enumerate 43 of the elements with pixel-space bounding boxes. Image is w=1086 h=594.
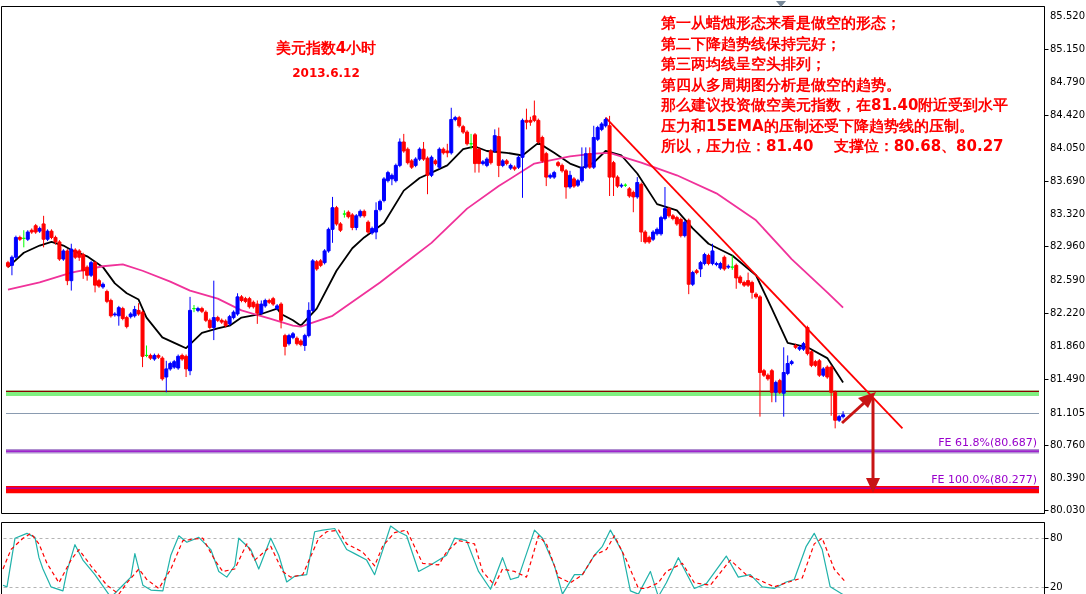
annotation: 那么建议投资做空美元指数，在81.40附近受到水平: [660, 96, 1009, 114]
y-tick-label: 80.030: [1050, 504, 1085, 516]
y-tick-label: 82.220: [1050, 307, 1085, 319]
candlestick: [100, 281, 105, 290]
y-tick-label: 80: [1050, 532, 1063, 544]
candlestick: [841, 410, 846, 419]
candlestick: [492, 128, 497, 154]
y-tick-label: 83.690: [1050, 174, 1085, 186]
annotation: 所以，压力位：81.40 支撑位：80.68、80.27: [660, 137, 1004, 155]
candlestick: [564, 168, 569, 200]
candlestick: [160, 355, 165, 382]
y-tick-label: 81.860: [1050, 339, 1085, 351]
y-tick-label: 82.960: [1050, 240, 1085, 252]
y-tick-label: 81.490: [1050, 372, 1085, 384]
y-tick-label: 81.105: [1050, 407, 1085, 419]
y-tick-label: 84.420: [1050, 108, 1085, 120]
y-tick-label: 80.390: [1050, 471, 1085, 483]
ref-line-label: FE 61.8%(80.687): [938, 436, 1037, 450]
candlestick: [635, 176, 640, 200]
ref-line-label: FE 100.0%(80.277): [931, 473, 1037, 487]
candlestick: [579, 146, 584, 183]
candlestick: [279, 301, 284, 329]
y-tick-label: 82.590: [1050, 273, 1085, 285]
y-tick-label: 80.760: [1050, 438, 1085, 450]
y-tick-label: 84.790: [1050, 75, 1085, 87]
annotation: 第三两均线呈空头排列；: [660, 55, 826, 73]
annotation: 第四从多周期图分析是做空的趋势。: [660, 75, 901, 94]
candlestick: [81, 252, 86, 280]
text: 美元指数4小时: [274, 39, 377, 57]
candlestick: [773, 380, 778, 403]
candlestick: [769, 368, 774, 403]
annotation: 第一从蜡烛形态来看是做空的形态；: [660, 14, 901, 32]
annotation: 第二下降趋势线保持完好；: [660, 34, 841, 53]
annotation: 压力和15EMA的压制还受下降趋势线的压制。: [660, 116, 974, 135]
y-tick-label: 83.320: [1050, 208, 1085, 220]
y-tick-label: 20: [1050, 580, 1063, 592]
text: 2013.6.12: [292, 66, 360, 80]
y-tick-label: 84.050: [1050, 142, 1085, 154]
candlestick: [631, 190, 636, 213]
candlestick: [184, 354, 189, 378]
candlestick: [567, 170, 572, 190]
y-tick-label: 85.520: [1050, 9, 1085, 21]
y-tick-label: 85.150: [1050, 43, 1085, 55]
